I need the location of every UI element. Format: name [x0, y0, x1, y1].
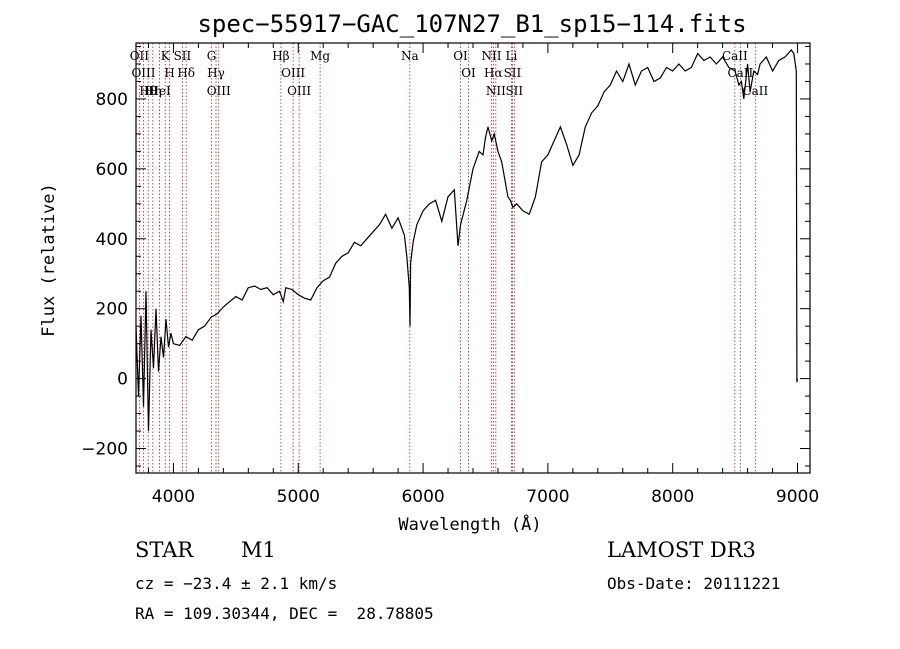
y-tick-label: 200: [96, 300, 128, 320]
coordinates: RA = 109.30344, DEC = 28.78805: [135, 604, 434, 623]
line-marker-label: OI: [461, 66, 476, 80]
x-tick-label: 4000: [152, 487, 195, 507]
line-marker-label: Li: [506, 49, 518, 63]
emission-line-labels: OIIOIIIHθHηHeIKHSIIHδGHγOIIIHβOIIIOIIIMg…: [130, 49, 769, 98]
line-marker-label: Hβ: [272, 49, 289, 63]
y-tick-label: 0: [117, 370, 128, 390]
line-marker-label: SII: [174, 49, 192, 63]
line-marker-label: OI: [453, 49, 468, 63]
survey-name: LAMOST DR3: [607, 538, 756, 562]
line-marker-label: SII: [504, 66, 522, 80]
spectrum-line: [135, 49, 799, 432]
line-marker-label: NII: [486, 84, 506, 98]
x-axis-ticks: 4000 5000 6000 7000 8000 9000: [147, 43, 819, 507]
object-class: STAR: [135, 538, 194, 562]
line-marker-label: NII: [481, 49, 501, 63]
chart-title: spec−55917−GAC_107N27_B1_sp15−114.fits: [197, 10, 746, 38]
line-marker-label: OIII: [287, 84, 311, 98]
line-marker-label: Mg: [310, 49, 330, 63]
line-marker-label: SII: [505, 84, 523, 98]
line-marker-label: OII: [130, 49, 150, 63]
y-tick-label: 800: [96, 90, 128, 110]
x-tick-label: 9000: [776, 487, 819, 507]
line-marker-label: Hθ: [139, 84, 157, 98]
x-tick-label: 7000: [526, 487, 569, 507]
x-tick-label: 5000: [277, 487, 320, 507]
line-marker-label: HeI: [148, 84, 171, 98]
line-marker-label: Hδ: [177, 66, 195, 80]
line-marker-label: G: [207, 49, 217, 63]
line-marker-label: K: [161, 49, 171, 63]
y-axis-label: Flux (relative): [39, 183, 59, 337]
plot-frame: [135, 42, 811, 474]
emission-line-markers: [138, 43, 756, 473]
line-marker-label: CaII: [722, 49, 748, 63]
line-marker-label: CaII: [727, 66, 753, 80]
line-marker-label: Hη: [144, 84, 162, 98]
line-marker-label: H: [164, 66, 174, 80]
line-marker-label: OIII: [281, 66, 305, 80]
redshift-velocity: cz = −23.4 ± 2.1 km/s: [135, 574, 338, 593]
x-axis-label: Wavelength (Å): [398, 513, 541, 535]
line-marker-label: CaII: [742, 84, 768, 98]
line-marker-label: OIII: [131, 66, 155, 80]
observation-date: Obs-Date: 20111221: [607, 574, 781, 593]
x-tick-label: 6000: [401, 487, 444, 507]
x-tick-label: 8000: [651, 487, 694, 507]
line-marker-label: Hγ: [207, 66, 225, 80]
line-marker-label: Na: [401, 49, 419, 63]
y-tick-label: 600: [96, 160, 128, 180]
line-marker-label: OIII: [207, 84, 231, 98]
y-tick-label: 400: [96, 230, 128, 250]
object-subclass: M1: [241, 538, 276, 562]
y-tick-label: −200: [81, 440, 128, 460]
y-axis-ticks: −200 0 200 400 600 800: [81, 45, 810, 467]
line-marker-label: Hα: [484, 66, 503, 80]
